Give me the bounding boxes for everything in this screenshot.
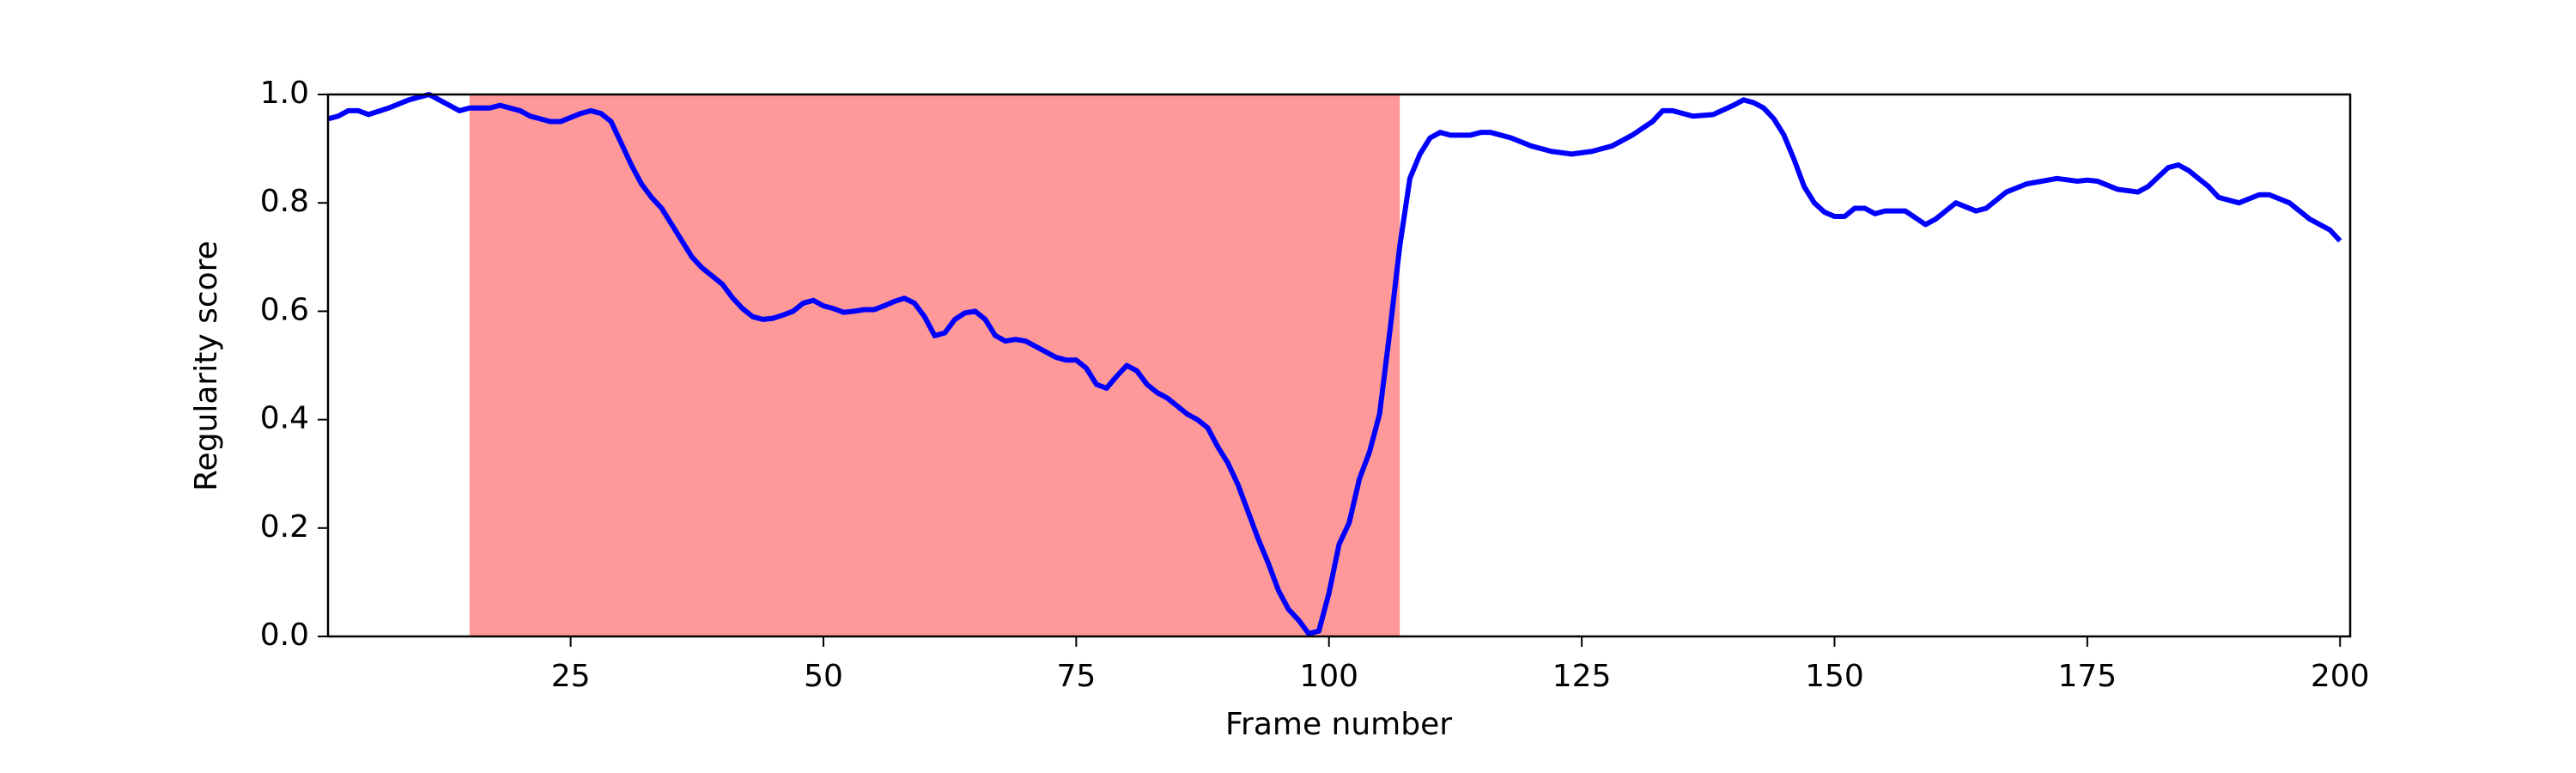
y-axis-label: Regularity score xyxy=(189,240,224,491)
y-tick-label: 1.0 xyxy=(260,76,309,111)
x-tick-label: 125 xyxy=(1552,659,1612,694)
anomaly-region xyxy=(469,94,1400,636)
x-tick-label: 100 xyxy=(1299,659,1358,694)
x-tick-label: 200 xyxy=(2311,659,2370,694)
y-tick-label: 0.0 xyxy=(260,618,309,653)
x-tick-label: 50 xyxy=(804,659,843,694)
plot-frame xyxy=(326,93,2352,638)
x-tick-label: 175 xyxy=(2057,659,2117,694)
x-tick-label: 150 xyxy=(1805,659,1864,694)
x-axis-label: Frame number xyxy=(1225,707,1452,742)
x-tick-label: 75 xyxy=(1056,659,1096,694)
y-tick-label: 0.8 xyxy=(260,184,309,219)
y-tick-label: 0.6 xyxy=(260,292,309,327)
score-line xyxy=(327,92,2342,636)
y-tick-label: 0.2 xyxy=(260,509,309,545)
y-tick-label: 0.4 xyxy=(260,401,309,436)
x-tick-label: 25 xyxy=(551,659,591,694)
